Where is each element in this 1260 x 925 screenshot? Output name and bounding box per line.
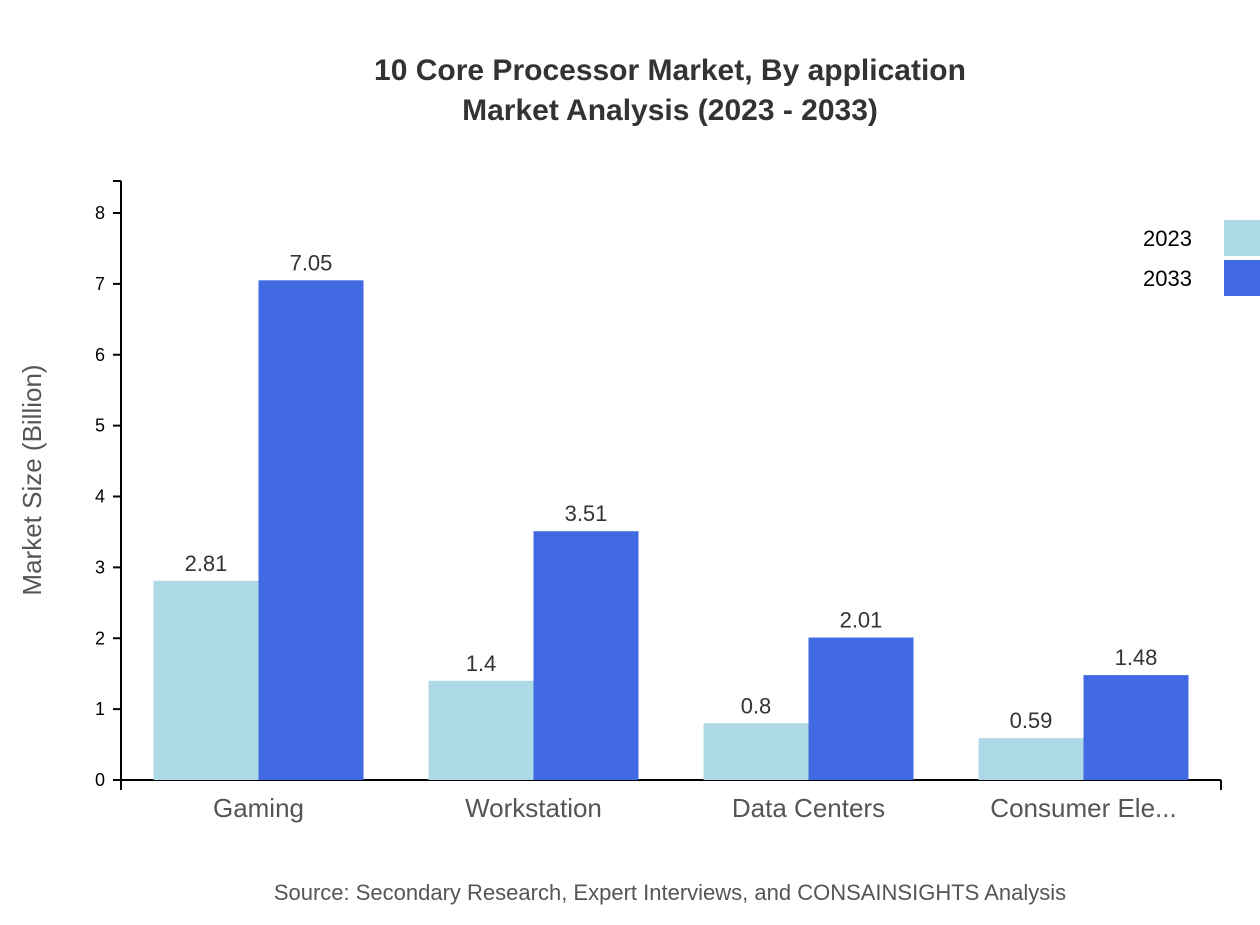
legend-label: 2023	[1143, 226, 1192, 251]
y-tick-label: 0	[95, 770, 105, 790]
legend-swatch-2023	[1224, 220, 1260, 256]
y-tick-label: 7	[95, 274, 105, 294]
chart-subtitle: Market Analysis (2023 - 2033)	[462, 94, 878, 127]
bar-2033-3	[808, 637, 914, 780]
legend-label: 2033	[1143, 266, 1192, 291]
y-axis-label: Market Size (Billion)	[17, 364, 47, 595]
y-tick-label: 8	[95, 203, 105, 223]
bar-2023-1	[153, 580, 259, 780]
chart-title: 10 Core Processor Market, By application	[374, 54, 966, 87]
y-tick-label: 5	[95, 416, 105, 436]
y-tick-label: 6	[95, 345, 105, 365]
y-tick-label: 2	[95, 628, 105, 648]
y-tick-label: 3	[95, 557, 105, 577]
data-label: 2.81	[185, 551, 228, 576]
x-tick-label: Consumer Ele...	[990, 793, 1176, 823]
data-label: 1.48	[1115, 645, 1158, 670]
y-tick-label: 4	[95, 487, 105, 507]
data-label: 2.01	[840, 608, 883, 633]
x-tick-label: Workstation	[465, 793, 602, 823]
source-note: Source: Secondary Research, Expert Inter…	[274, 880, 1066, 905]
bar-2023-2	[428, 680, 534, 780]
x-tick-label: Gaming	[213, 793, 304, 823]
data-label: 1.4	[466, 651, 497, 676]
x-tick-label: Data Centers	[732, 793, 885, 823]
data-label: 7.05	[290, 250, 333, 275]
data-label: 3.51	[565, 501, 608, 526]
bar-2033-2	[533, 531, 639, 780]
y-tick-label: 1	[95, 699, 105, 719]
data-label: 0.59	[1010, 708, 1053, 733]
bar-2033-1	[258, 280, 364, 780]
bar-2033-4	[1083, 675, 1189, 780]
bar-2023-3	[703, 723, 809, 780]
bar-2023-4	[978, 738, 1084, 780]
data-label: 0.8	[741, 693, 772, 718]
legend-swatch-2033	[1224, 260, 1260, 296]
